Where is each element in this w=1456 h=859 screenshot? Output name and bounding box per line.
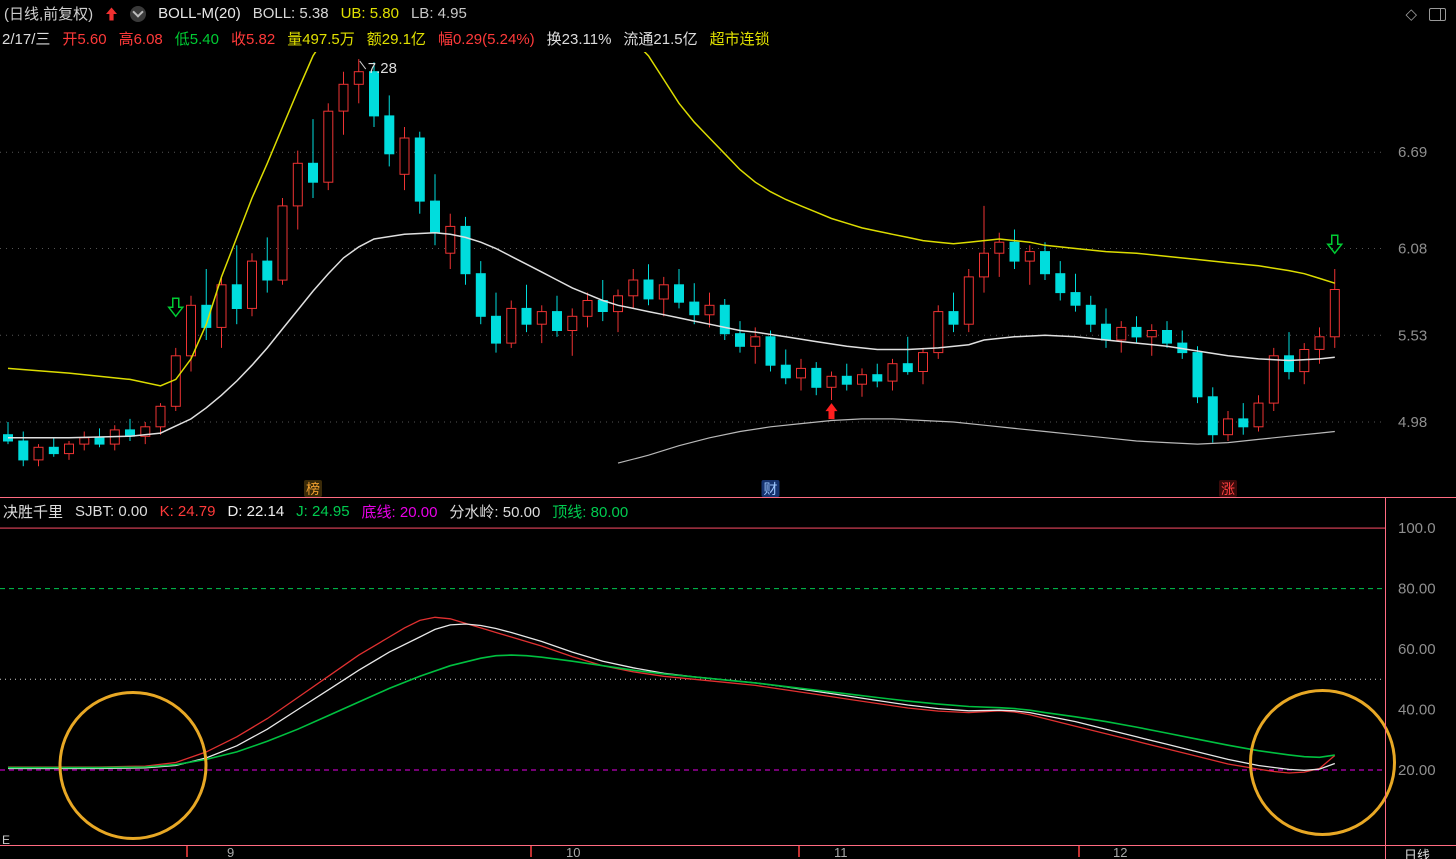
window-controls: ◇	[1405, 5, 1446, 23]
panel-divider-top	[0, 497, 1456, 498]
boll-value: BOLL: 5.38	[252, 5, 329, 22]
indicator-dropdown-icon[interactable]	[130, 5, 147, 22]
indicator-header: 决胜千里 SJBT: 0.00 K: 24.79 D: 22.14 J: 24.95 底线…	[3, 501, 628, 522]
main-candlestick-chart[interactable]: 7.28 榜 财 涨 6.69 6.08 5.53 4.98	[0, 52, 1456, 497]
period-mode-label: (日线,前复权)	[4, 6, 94, 23]
close-price: 收5.82	[230, 31, 276, 48]
svg-text:4.98: 4.98	[1398, 414, 1427, 431]
sjbt-value: SJBT: 0.00	[75, 503, 148, 520]
panel-divider-bottom	[0, 845, 1456, 846]
svg-text:7.28: 7.28	[368, 60, 397, 77]
lb-value: LB: 4.95	[410, 5, 467, 22]
floor-line-label: 底线: 20.00	[361, 504, 438, 521]
k-value: K: 24.79	[159, 503, 216, 520]
svg-text:6.69: 6.69	[1398, 144, 1427, 161]
month-label: 10	[566, 845, 581, 859]
month-label: 11	[834, 845, 848, 859]
month-tick	[530, 846, 532, 857]
svg-text:100.0: 100.0	[1398, 520, 1436, 537]
chevron-down-icon	[132, 6, 144, 18]
diamond-icon[interactable]: ◇	[1405, 6, 1417, 23]
month-tick	[186, 846, 188, 857]
svg-text:20.00: 20.00	[1398, 762, 1436, 779]
split-window-icon[interactable]	[1429, 7, 1446, 21]
d-value: D: 22.14	[227, 503, 285, 520]
month-label: 9	[227, 845, 235, 859]
indicator-name: 决胜千里	[3, 504, 64, 521]
quote-bar: 2/17/三 开5.60 高6.08 低5.40 收5.82 量497.5万 额29.1亿幅…	[2, 28, 770, 49]
high-price: 高6.08	[118, 31, 163, 48]
axis-column-divider	[1385, 497, 1386, 859]
float-shares: 流通21.5亿	[623, 31, 698, 48]
volume: 量497.5万	[287, 31, 355, 48]
date-label: 2/17/三	[2, 31, 51, 48]
split-line	[1440, 8, 1441, 20]
edge-label: E	[2, 833, 11, 847]
turnover: 换23.11%	[546, 31, 612, 48]
j-value: J: 24.95	[296, 503, 350, 520]
sector-label: 超市连锁	[709, 31, 770, 48]
svg-text:涨: 涨	[1221, 481, 1235, 497]
svg-text:榜: 榜	[306, 481, 320, 497]
up-arrow-icon	[105, 7, 118, 21]
kdj-indicator-chart[interactable]: 100.0 80.00 60.00 40.00 20.00	[0, 497, 1456, 845]
indicator-title: BOLL-M(20)	[158, 5, 241, 22]
open-price: 开5.60	[62, 31, 107, 48]
svg-text:6.08: 6.08	[1398, 241, 1427, 258]
month-tick	[798, 846, 800, 857]
svg-text:5.53: 5.53	[1398, 327, 1427, 344]
svg-text:40.00: 40.00	[1398, 702, 1436, 719]
svg-text:60.00: 60.00	[1398, 641, 1436, 658]
month-label: 12	[1113, 845, 1128, 859]
svg-text:财: 财	[764, 481, 778, 497]
x-axis: 9 10 11 12	[0, 845, 1456, 859]
period-label[interactable]: 日线	[1404, 848, 1431, 859]
ub-value: UB: 5.80	[340, 5, 399, 22]
range-percent: 幅0.29(5.24%)	[437, 31, 535, 48]
header-bar: (日线,前复权) BOLL-M(20) BOLL: 5.38 UB: 5.80 …	[4, 3, 467, 24]
month-tick	[1078, 846, 1080, 857]
mid-line-label: 分水岭: 50.00	[449, 504, 541, 521]
amount: 额29.1亿	[366, 31, 426, 48]
low-price: 低5.40	[174, 31, 219, 48]
ceiling-line-label: 顶线: 80.00	[552, 504, 629, 521]
svg-text:80.00: 80.00	[1398, 581, 1436, 598]
